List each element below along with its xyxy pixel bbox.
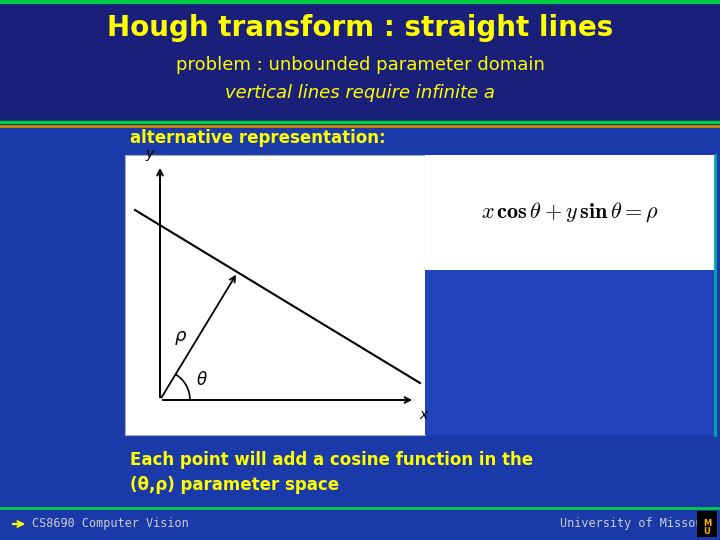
Text: ρ: ρ [175, 327, 186, 345]
Bar [425, 155, 715, 270]
Text: Each point will add a cosine function in the: Each point will add a cosine function in… [130, 451, 533, 469]
Bar [0, 0, 720, 125]
Text: θ: θ [197, 372, 207, 389]
Text: CS8690 Computer Vision: CS8690 Computer Vision [32, 517, 189, 530]
Bar [425, 270, 715, 435]
Text: x: x [419, 408, 427, 422]
Text: (θ,ρ) parameter space: (θ,ρ) parameter space [130, 476, 339, 494]
Bar [697, 511, 717, 537]
Bar [0, 508, 720, 540]
Text: $x\,\mathbf{cos}\,\theta + y\,\mathbf{sin}\,\theta = \rho$: $x\,\mathbf{cos}\,\theta + y\,\mathbf{si… [481, 201, 659, 224]
Text: y: y [145, 147, 154, 161]
Text: M: M [703, 519, 711, 529]
Bar [125, 155, 425, 435]
Text: University of Missouri at Columbia: University of Missouri at Columbia [560, 517, 720, 530]
Text: vertical lines require infinite a: vertical lines require infinite a [225, 84, 495, 102]
Text: Hough transform : straight lines: Hough transform : straight lines [107, 14, 613, 42]
Text: U: U [703, 528, 711, 537]
Text: alternative representation:: alternative representation: [130, 129, 386, 147]
Text: problem : unbounded parameter domain: problem : unbounded parameter domain [176, 56, 544, 74]
